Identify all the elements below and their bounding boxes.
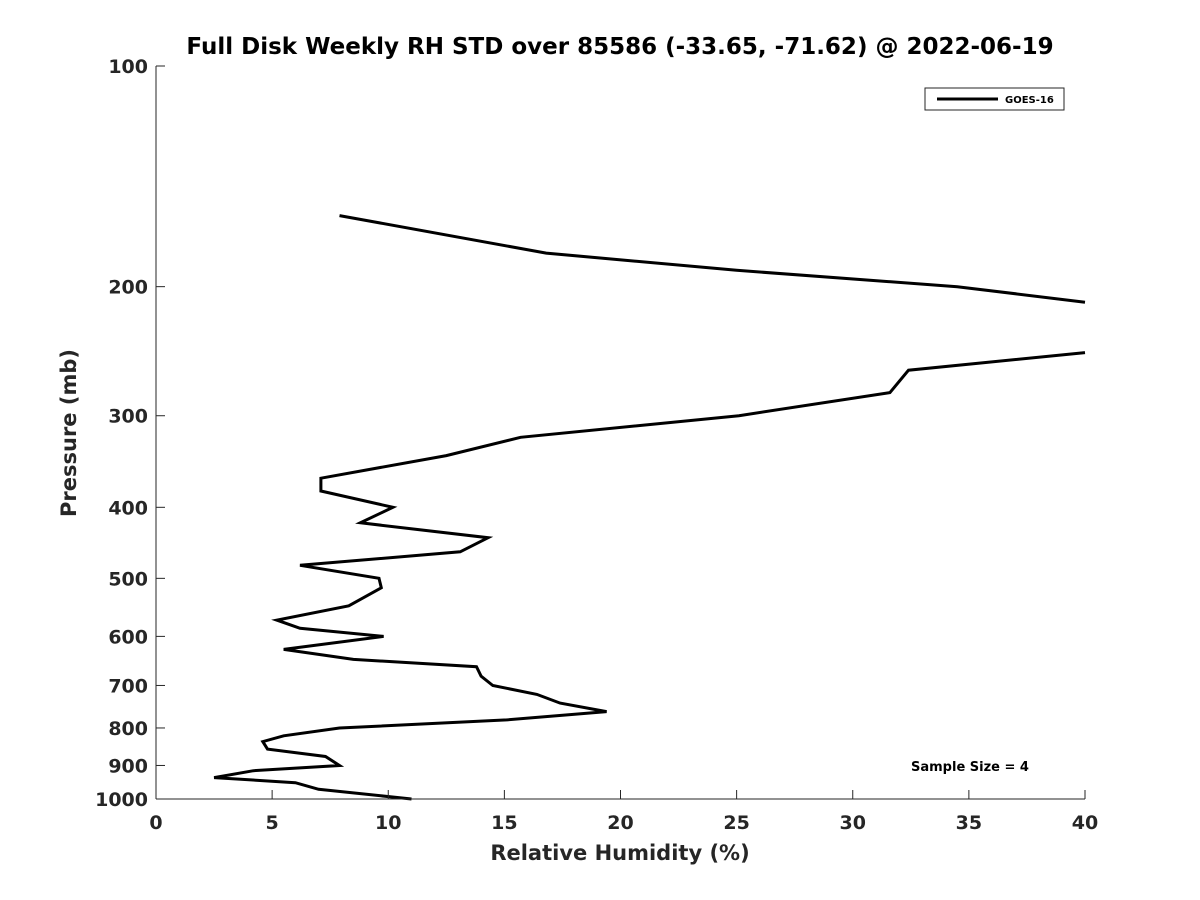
y-tick-label-400: 400 [108, 497, 148, 519]
y-tick-label-100: 100 [108, 56, 148, 78]
x-axis-label: Relative Humidity (%) [490, 841, 749, 865]
y-tick-label-200: 200 [108, 277, 148, 299]
x-tick-label-30: 30 [840, 812, 866, 834]
y-ticks: 100 200 300 400 500 600 700 800 900 1000 [95, 56, 165, 811]
x-tick-label-15: 15 [491, 812, 517, 834]
x-tick-label-10: 10 [375, 812, 401, 834]
series-line-goes-16-segment-1 [339, 214, 1086, 304]
plot-lines [213, 214, 1086, 801]
y-tick-label-800: 800 [108, 718, 148, 740]
x-tick-label-5: 5 [266, 812, 279, 834]
legend-label-goes-16: GOES-16 [1005, 95, 1054, 106]
y-tick-label-500: 500 [108, 568, 148, 590]
y-axis-label: Pressure (mb) [57, 349, 81, 517]
x-tick-label-40: 40 [1072, 812, 1098, 834]
y-tick-label-1000: 1000 [95, 789, 148, 811]
x-tick-label-35: 35 [956, 812, 982, 834]
series-line-goes-16-segment-2 [213, 351, 1086, 801]
x-tick-label-20: 20 [607, 812, 633, 834]
x-tick-label-0: 0 [149, 812, 162, 834]
y-tick-label-600: 600 [108, 626, 148, 648]
chart-title: Full Disk Weekly RH STD over 85586 (-33.… [186, 34, 1053, 60]
legend: GOES-16 [924, 87, 1065, 111]
sample-size-annotation: Sample Size = 4 [911, 760, 1029, 775]
y-tick-label-900: 900 [108, 755, 148, 777]
x-ticks: 0 5 10 15 20 25 30 35 40 [149, 790, 1098, 834]
y-tick-label-700: 700 [108, 675, 148, 697]
y-tick-label-300: 300 [108, 406, 148, 428]
x-tick-label-25: 25 [723, 812, 749, 834]
